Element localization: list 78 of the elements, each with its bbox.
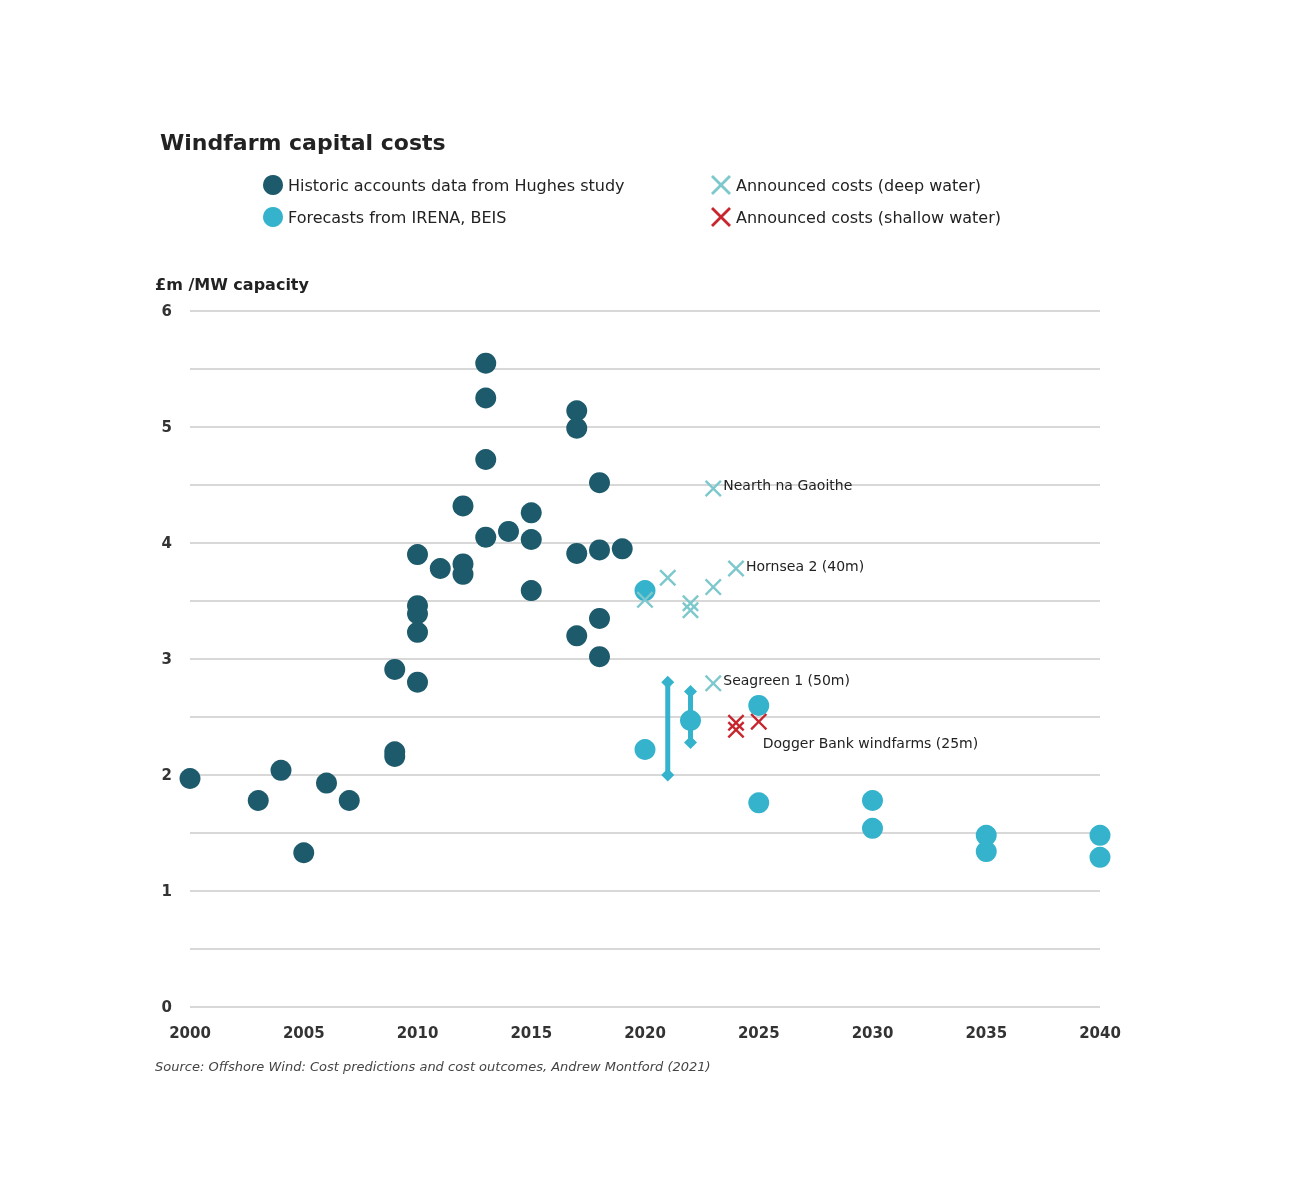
point bbox=[704, 578, 722, 596]
point bbox=[429, 558, 451, 580]
point bbox=[748, 694, 770, 716]
point bbox=[407, 671, 428, 693]
point bbox=[566, 625, 588, 647]
point bbox=[634, 738, 656, 760]
point bbox=[566, 400, 588, 422]
point bbox=[704, 674, 722, 692]
point bbox=[1089, 824, 1111, 846]
x-tick-label: 2030 bbox=[851, 1023, 894, 1042]
point bbox=[520, 580, 542, 602]
x-tick-label: 2000 bbox=[169, 1023, 211, 1042]
chart-title: Windfarm capital costs bbox=[160, 129, 446, 155]
point bbox=[407, 544, 428, 566]
point bbox=[748, 792, 770, 814]
point bbox=[636, 591, 654, 609]
point bbox=[384, 658, 406, 680]
point bbox=[975, 841, 997, 863]
legend-label: Announced costs (shallow water) bbox=[736, 207, 1001, 227]
point bbox=[475, 387, 497, 409]
point bbox=[338, 790, 360, 812]
point bbox=[682, 601, 699, 619]
point bbox=[661, 768, 675, 782]
point bbox=[680, 709, 701, 731]
point bbox=[611, 538, 633, 560]
legend-label: Announced costs (deep water) bbox=[736, 175, 981, 195]
annotation: Nearth na Gaoithe bbox=[723, 477, 853, 494]
annotation: Seagreen 1 (50m) bbox=[723, 672, 850, 689]
point bbox=[520, 502, 542, 524]
legend-label: Forecasts from IRENA, BEIS bbox=[288, 207, 507, 227]
x-tick-label: 2010 bbox=[396, 1023, 439, 1042]
point bbox=[566, 417, 588, 439]
point bbox=[407, 621, 428, 643]
x-tick-label: 2025 bbox=[737, 1023, 780, 1042]
y-tick-label: 5 bbox=[161, 418, 172, 436]
point bbox=[862, 790, 883, 812]
point bbox=[1089, 846, 1111, 868]
point bbox=[661, 675, 675, 689]
y-axis-title: £m /MW capacity bbox=[155, 274, 310, 294]
point bbox=[750, 713, 768, 731]
y-tick-label: 2 bbox=[161, 766, 172, 784]
point bbox=[727, 560, 745, 578]
point bbox=[566, 542, 588, 564]
annotation: Hornsea 2 (40m) bbox=[746, 557, 865, 574]
point bbox=[475, 352, 497, 374]
point bbox=[704, 479, 722, 497]
point bbox=[520, 529, 542, 551]
y-tick-label: 1 bbox=[161, 882, 172, 900]
y-tick-label: 4 bbox=[161, 534, 172, 552]
point bbox=[475, 526, 497, 548]
x-tick-label: 2020 bbox=[624, 1023, 666, 1042]
point bbox=[727, 721, 745, 739]
x-tick-label: 2005 bbox=[282, 1023, 325, 1042]
point bbox=[862, 817, 883, 839]
point bbox=[684, 736, 697, 750]
y-tick-label: 3 bbox=[161, 650, 172, 668]
point bbox=[270, 759, 292, 781]
point bbox=[589, 646, 610, 668]
point bbox=[498, 520, 519, 542]
x-tick-label: 2035 bbox=[965, 1023, 1008, 1042]
annotation: Dogger Bank windfarms (25m) bbox=[762, 734, 979, 751]
point bbox=[684, 684, 697, 698]
point bbox=[589, 607, 610, 629]
source-note: Source: Offshore Wind: Cost predictions and cost outcomes, Andrew Montford (2021) bbox=[155, 1059, 711, 1074]
point bbox=[589, 539, 610, 561]
point bbox=[247, 790, 269, 812]
x-tick-label: 2040 bbox=[1079, 1023, 1121, 1042]
point bbox=[475, 448, 497, 470]
y-tick-label: 6 bbox=[161, 302, 172, 320]
point bbox=[589, 472, 610, 494]
legend-label: Historic accounts data from Hughes study bbox=[288, 175, 625, 195]
x-tick-label: 2015 bbox=[510, 1023, 553, 1042]
point bbox=[316, 772, 337, 794]
point bbox=[452, 495, 474, 517]
point bbox=[293, 842, 315, 864]
point bbox=[179, 767, 201, 789]
y-tick-label: 0 bbox=[161, 998, 172, 1016]
point bbox=[659, 569, 677, 587]
